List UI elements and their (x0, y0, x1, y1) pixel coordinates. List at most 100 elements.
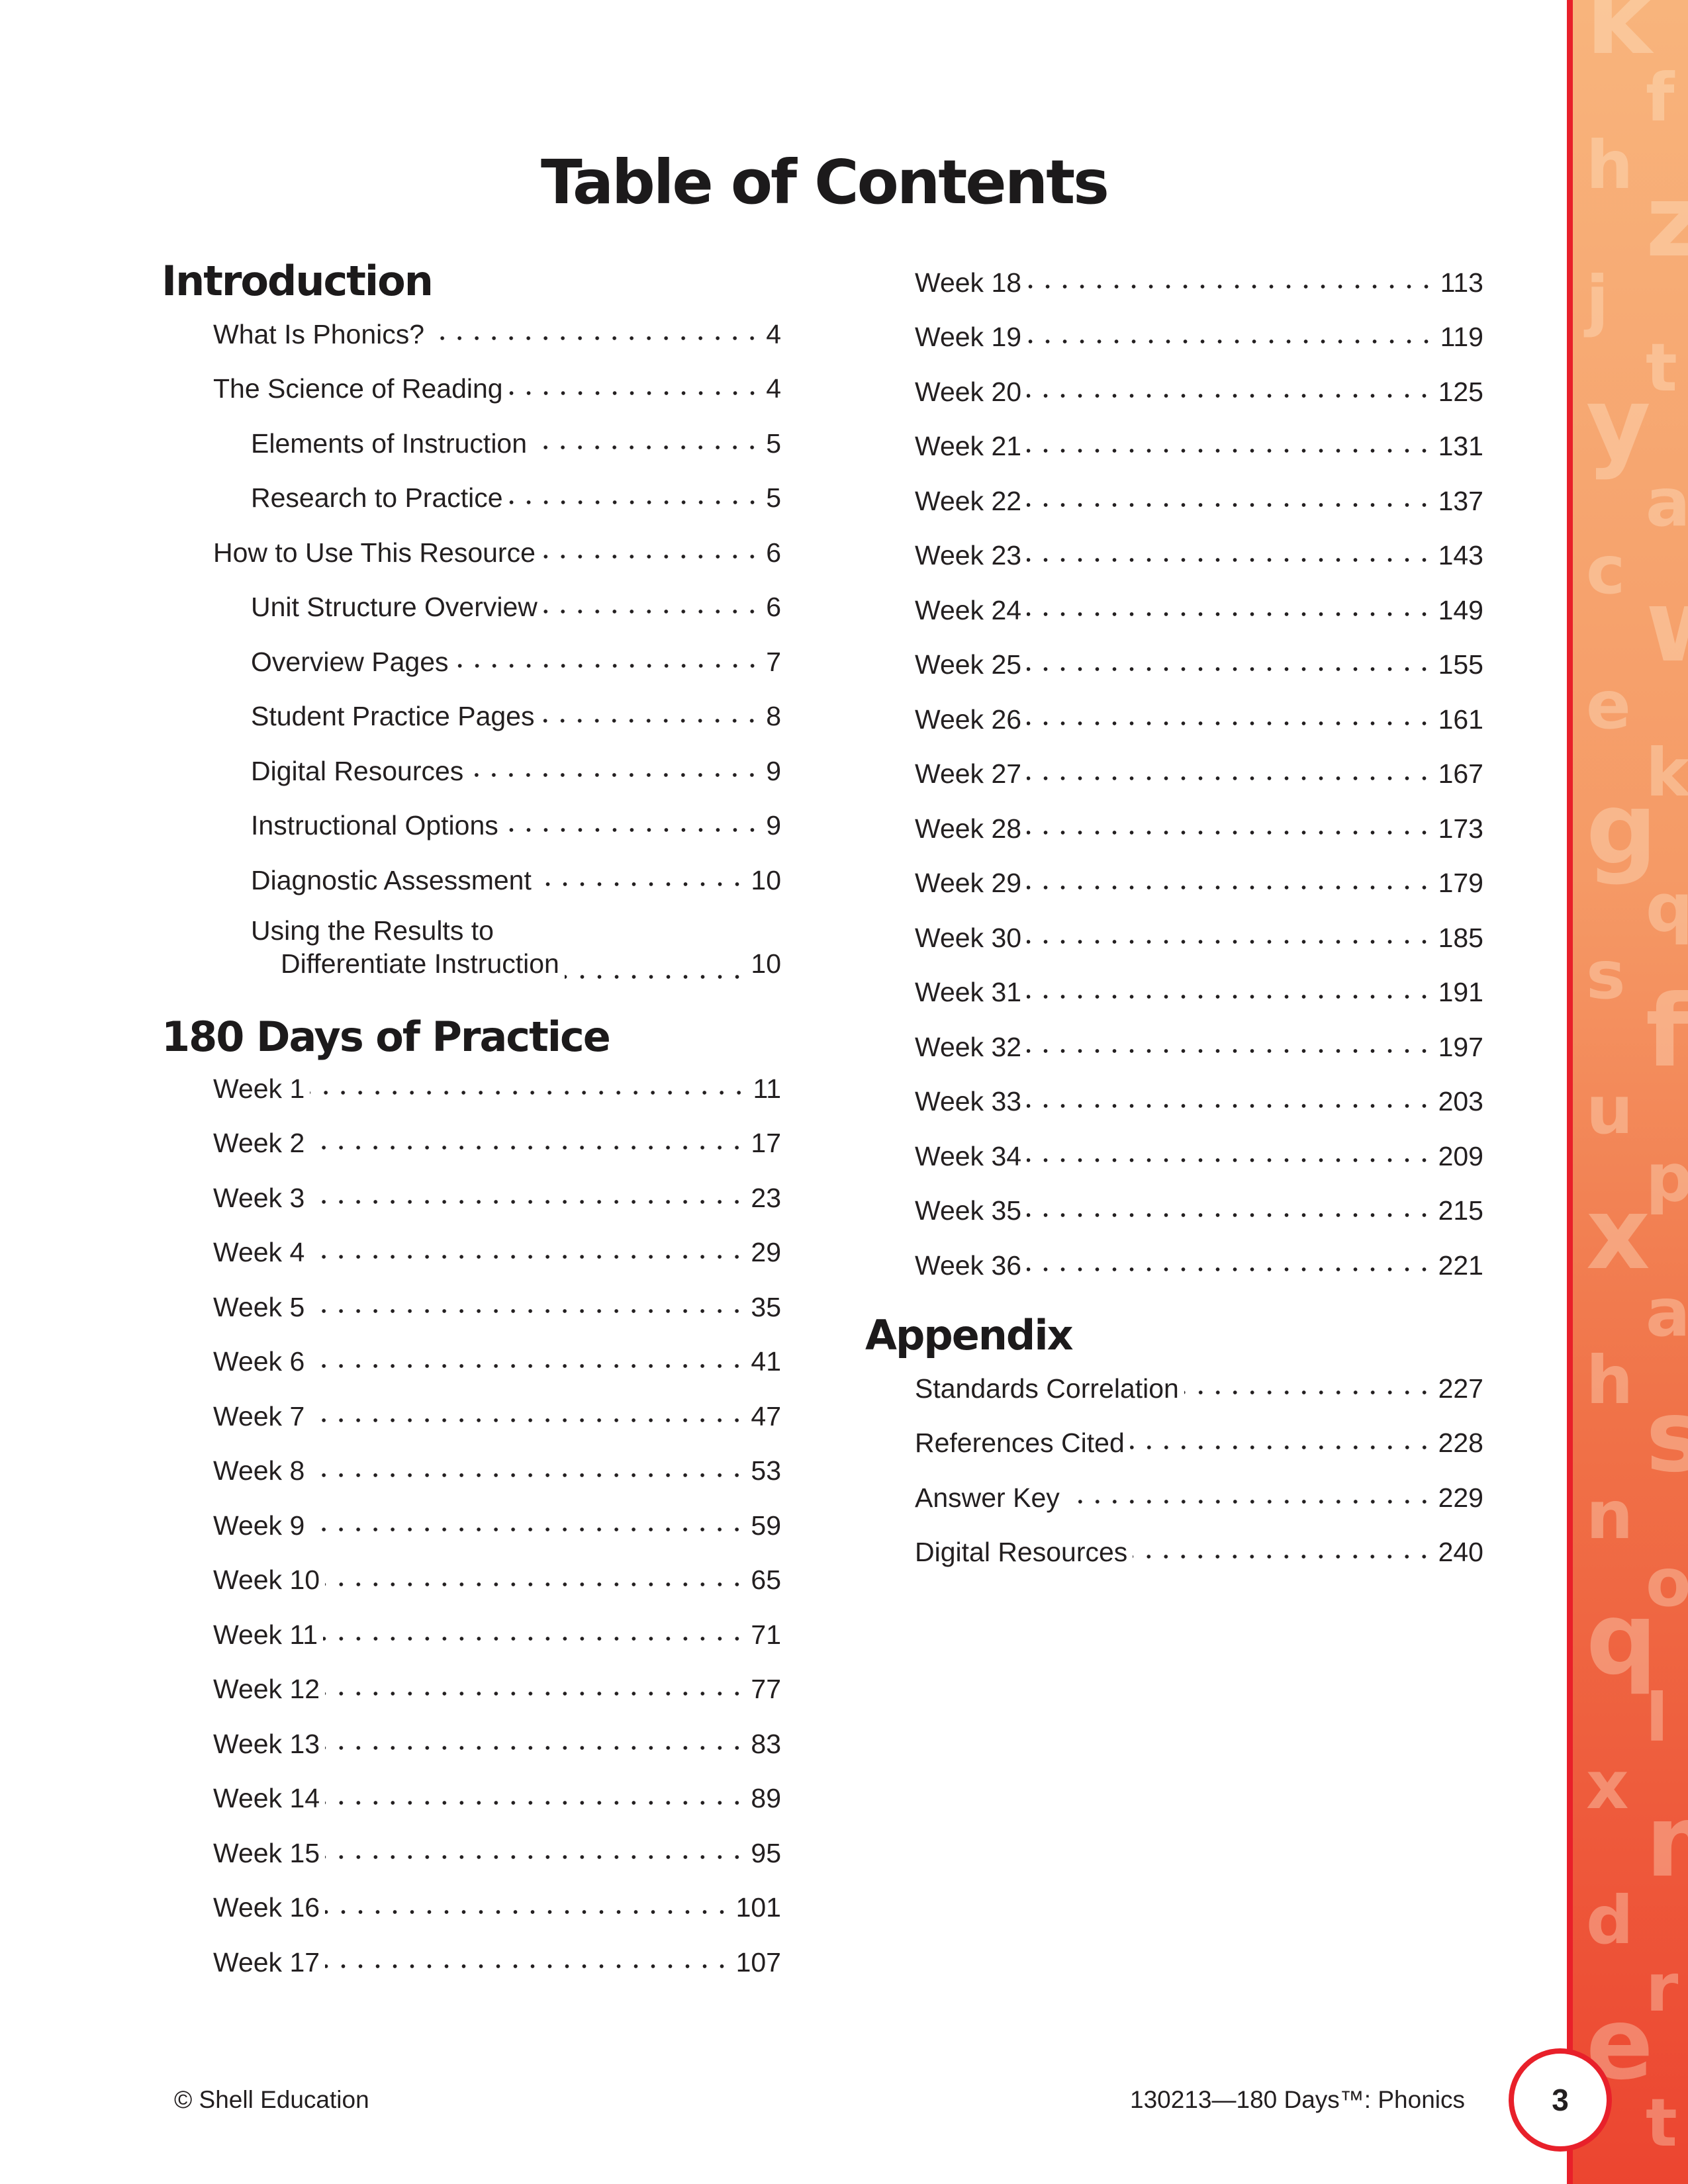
entry-label: Week 30 (915, 922, 1022, 953)
entry-label: How to Use This Resource (213, 537, 536, 568)
dot-leader (323, 1636, 746, 1642)
toc-entry: Research to Practice 5 (213, 471, 781, 526)
decorative-letters: kfhzjtyacwekgqsfupxahsnoqlxmdret (1583, 0, 1688, 2161)
toc-entry: Elements of Instruction 5 (213, 416, 781, 471)
entry-page: 9 (766, 755, 781, 786)
entry-label: Diagnostic Assessment (251, 864, 532, 895)
entry-label: Elements of Instruction (251, 428, 528, 459)
entry-label: What Is Phonics? (213, 318, 425, 349)
toc-entry: Week 2 17 (213, 1116, 781, 1171)
entry-label: Week 21 (915, 431, 1022, 462)
dot-leader (1027, 447, 1433, 453)
dot-leader (1184, 1390, 1433, 1396)
dot-leader (430, 336, 761, 341)
toc-entry: Standards Correlation 227 (915, 1361, 1483, 1416)
toc-entry: The Science of Reading 4 (213, 362, 781, 417)
toc-entry: Week 16 101 (213, 1881, 781, 1936)
entry-page: 155 (1438, 649, 1483, 680)
entry-label: Week 18 (915, 267, 1022, 298)
decorative-letter: y (1586, 367, 1651, 482)
toc-entry: Week 31 191 (915, 966, 1483, 1021)
toc-entry: Week 33 203 (915, 1075, 1483, 1130)
entry-label: Week 33 (915, 1086, 1022, 1117)
entry-page: 125 (1438, 376, 1483, 407)
toc-entry: Overview Pages 7 (213, 635, 781, 690)
decorative-letter: e (1586, 666, 1631, 744)
entry-page: 29 (751, 1237, 781, 1268)
entry-page: 47 (751, 1400, 781, 1432)
page-title: Table of Contents (541, 147, 1109, 218)
toc-entry: Digital Resources 240 (915, 1525, 1483, 1580)
dot-leader (542, 608, 761, 614)
dot-leader (1027, 1267, 1433, 1273)
entry-page: 6 (766, 537, 781, 568)
entry-page: 59 (751, 1510, 781, 1541)
dot-leader (1133, 1553, 1433, 1559)
entry-label: Unit Structure Overview (251, 592, 538, 623)
toc-entry: Week 29 179 (915, 856, 1483, 911)
toc-entry: Week 36 221 (915, 1238, 1483, 1293)
dot-leader (1027, 502, 1433, 508)
entry-page: 137 (1438, 485, 1483, 516)
decorative-letter-band: kfhzjtyacwekgqsfupxahsnoqlxmdret (1567, 0, 1688, 2184)
dot-leader (1064, 1499, 1433, 1505)
dot-leader (325, 1581, 746, 1587)
decorative-letter: k (1646, 734, 1688, 811)
entry-label: Week 2 (213, 1128, 305, 1159)
toc-entry: Week 30 185 (915, 911, 1483, 966)
page-number-badge: 3 (1509, 2048, 1612, 2152)
decorative-letter: a (1646, 464, 1688, 541)
entry-page: 5 (766, 482, 781, 514)
dot-leader (469, 772, 761, 778)
entry-page: 209 (1438, 1140, 1483, 1171)
decorative-letter: q (1586, 1582, 1657, 1697)
entry-label: Week 6 (213, 1346, 305, 1377)
decorative-letter: r (1646, 1949, 1679, 2026)
dot-leader (1129, 1444, 1433, 1450)
entry-label: Week 27 (915, 758, 1022, 790)
decorative-letter: t (1646, 329, 1677, 406)
toc-entry: Week 12 77 (213, 1662, 781, 1717)
decorative-letter: q (1646, 869, 1688, 946)
entry-label: Week 17 (213, 1946, 320, 1978)
toc-entry: References Cited 228 (915, 1416, 1483, 1471)
entry-page: 167 (1438, 758, 1483, 790)
decorative-letter: p (1646, 1139, 1688, 1216)
entry-label: Week 26 (915, 704, 1022, 735)
dot-leader (310, 1418, 746, 1424)
entry-page: 191 (1438, 977, 1483, 1008)
toc-entry: Answer Key 229 (915, 1471, 1483, 1525)
entry-page: 11 (753, 1073, 781, 1104)
decorative-letter: h (1586, 126, 1633, 204)
entry-label: Week 29 (915, 868, 1022, 899)
dot-leader (310, 1527, 746, 1533)
entry-label: Week 20 (915, 376, 1022, 407)
toc-entry: Week 26 161 (915, 692, 1483, 747)
dot-leader (1027, 338, 1435, 344)
decorative-letter: u (1586, 1071, 1633, 1149)
decorative-letter: j (1583, 261, 1609, 339)
decorative-letter: h (1586, 1342, 1633, 1419)
entry-label: Week 32 (915, 1031, 1022, 1062)
entry-page: 41 (751, 1346, 781, 1377)
toc-entry: Week 23 143 (915, 529, 1483, 584)
entry-label-line2: Differentiate Instruction (281, 948, 559, 979)
dot-leader (1027, 1048, 1433, 1054)
toc-entry: Week 3 23 (213, 1171, 781, 1226)
decorative-letter: f (1646, 974, 1688, 1089)
entry-label: Standards Correlation (915, 1373, 1179, 1404)
dot-leader (310, 1308, 746, 1314)
toc-entry: Week 35 215 (915, 1184, 1483, 1239)
toc-entry: Week 24 149 (915, 583, 1483, 638)
dot-leader (1027, 993, 1433, 999)
dot-leader (310, 1363, 746, 1369)
toc-entry: Week 4 29 (213, 1226, 781, 1281)
entry-page: 221 (1438, 1250, 1483, 1281)
entry-label: Week 13 (213, 1728, 320, 1759)
entry-page: 131 (1438, 431, 1483, 462)
entry-page: 4 (766, 318, 781, 349)
toc-entry: Week 17 107 (213, 1935, 781, 1990)
entry-page: 149 (1438, 594, 1483, 625)
toc-entry: Week 13 83 (213, 1717, 781, 1772)
toc-entry: Week 18 113 (915, 255, 1483, 310)
